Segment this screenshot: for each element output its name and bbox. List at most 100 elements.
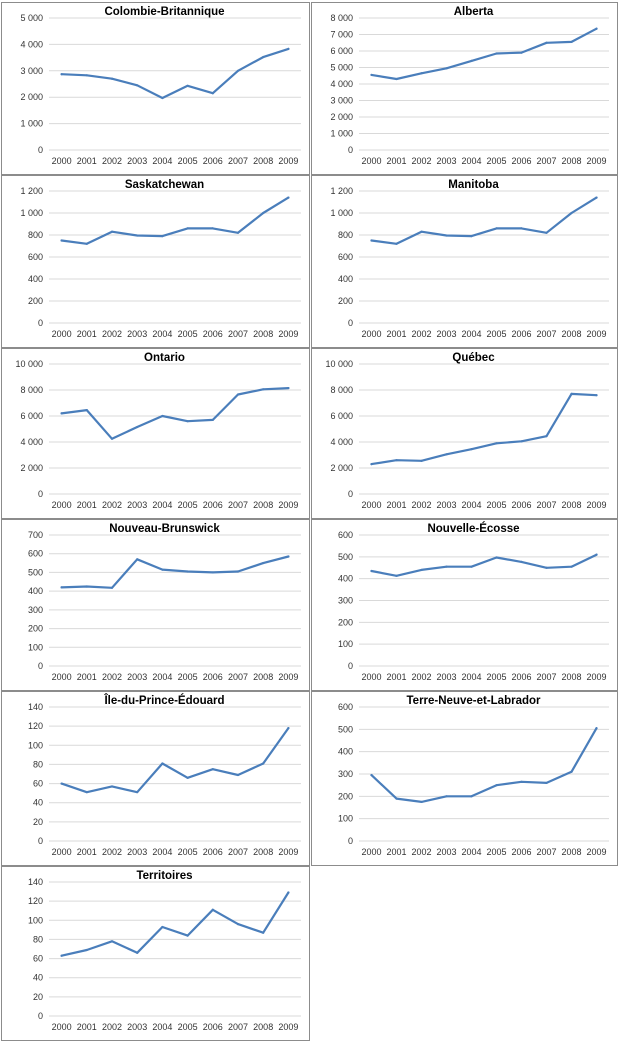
y-tick-label: 40 bbox=[33, 973, 43, 983]
data-point bbox=[287, 891, 290, 894]
chart-svg-nouveau-brunswick: Nouveau-Brunswick 0 100 200 300 400 500 600 700 2… bbox=[28, 523, 301, 682]
data-point bbox=[85, 409, 88, 412]
data-point bbox=[395, 77, 398, 81]
data-point bbox=[60, 954, 63, 957]
y-tick-label: 600 bbox=[28, 252, 43, 262]
x-tick-label: 2004 bbox=[461, 672, 481, 682]
y-tick-label: 10 000 bbox=[15, 359, 43, 369]
data-point bbox=[211, 418, 214, 421]
data-point bbox=[60, 586, 63, 589]
x-tick-label: 2006 bbox=[511, 156, 531, 166]
data-point bbox=[236, 570, 240, 573]
data-point bbox=[420, 568, 423, 572]
y-tick-label: 4 000 bbox=[20, 437, 43, 447]
x-tick-label: 2008 bbox=[561, 672, 581, 682]
x-tick-label: 2009 bbox=[278, 847, 298, 857]
x-tick-label: 2002 bbox=[102, 847, 122, 857]
data-point bbox=[85, 585, 88, 588]
data-point bbox=[262, 561, 265, 565]
data-point bbox=[60, 782, 63, 785]
data-point bbox=[136, 951, 139, 954]
data-point bbox=[570, 770, 573, 773]
data-point bbox=[570, 40, 573, 44]
x-tick-label: 2003 bbox=[436, 156, 456, 166]
y-tick-label: 80 bbox=[33, 934, 43, 944]
chart-title: Territoires bbox=[136, 870, 192, 882]
data-point bbox=[110, 586, 114, 589]
data-point bbox=[161, 235, 164, 238]
data-point bbox=[262, 931, 265, 934]
data-point bbox=[370, 73, 373, 77]
data-point bbox=[395, 574, 398, 577]
x-tick-label: 2002 bbox=[411, 156, 431, 166]
y-tick-label: 120 bbox=[28, 896, 43, 906]
x-tick-label: 2001 bbox=[386, 672, 406, 682]
y-tick-label: 100 bbox=[28, 642, 43, 652]
x-tick-label: 2007 bbox=[536, 672, 556, 682]
y-tick-label: 1 000 bbox=[20, 208, 43, 218]
data-point bbox=[370, 463, 373, 466]
y-tick-label: 700 bbox=[28, 530, 43, 540]
x-tick-label: 2008 bbox=[253, 329, 273, 339]
chart-title: Nouvelle-Écosse bbox=[427, 522, 519, 535]
data-point bbox=[287, 47, 290, 50]
y-tick-label: 20 bbox=[33, 992, 43, 1002]
data-point bbox=[161, 925, 164, 929]
x-tick-label: 2000 bbox=[52, 672, 72, 682]
y-tick-label: 6 000 bbox=[20, 411, 43, 421]
x-tick-label: 2005 bbox=[486, 329, 506, 339]
x-tick-label: 2008 bbox=[561, 847, 581, 857]
data-point bbox=[445, 795, 448, 798]
y-tick-label: 0 bbox=[38, 836, 43, 846]
x-tick-label: 2008 bbox=[253, 500, 273, 510]
chart-svg-nouvelle-ecosse: Nouvelle-Écosse 0 100 200 300 400 500 600 2000 20… bbox=[338, 522, 609, 682]
data-point bbox=[545, 41, 548, 44]
chart-svg-ontario: Ontario 0 2 000 4 000 6 000 8 000 10 000 2000 20… bbox=[15, 352, 301, 510]
data-point bbox=[545, 435, 548, 438]
x-tick-label: 2002 bbox=[102, 329, 122, 339]
x-tick-label: 2004 bbox=[152, 329, 172, 339]
x-tick-label: 2007 bbox=[228, 672, 248, 682]
x-tick-label: 2008 bbox=[561, 156, 581, 166]
data-point bbox=[236, 231, 240, 234]
data-point bbox=[110, 437, 114, 440]
x-tick-label: 2006 bbox=[203, 156, 223, 166]
x-tick-label: 2001 bbox=[77, 847, 97, 857]
data-point bbox=[470, 795, 473, 798]
x-tick-label: 2004 bbox=[461, 847, 481, 857]
x-tick-label: 2004 bbox=[152, 847, 172, 857]
data-point bbox=[161, 762, 164, 765]
x-tick-label: 2003 bbox=[436, 672, 456, 682]
x-tick-label: 2006 bbox=[511, 672, 531, 682]
y-tick-label: 400 bbox=[28, 274, 43, 284]
data-point bbox=[136, 84, 139, 87]
x-tick-label: 2000 bbox=[52, 847, 72, 857]
data-point bbox=[570, 392, 573, 395]
y-tick-label: 500 bbox=[338, 724, 353, 734]
x-tick-label: 2001 bbox=[386, 847, 406, 857]
y-tick-label: 100 bbox=[338, 639, 353, 649]
y-tick-label: 0 bbox=[38, 489, 43, 499]
x-tick-label: 2004 bbox=[152, 1022, 172, 1032]
series-line bbox=[60, 47, 290, 100]
data-point bbox=[495, 227, 498, 230]
y-tick-label: 0 bbox=[348, 318, 353, 328]
x-tick-label: 2008 bbox=[561, 500, 581, 510]
x-tick-label: 2005 bbox=[486, 500, 506, 510]
data-point bbox=[110, 940, 114, 943]
x-tick-label: 2003 bbox=[127, 156, 147, 166]
y-tick-label: 100 bbox=[28, 740, 43, 750]
data-point bbox=[420, 230, 423, 233]
chart-panel-ile-du-prince-edouard: Île-du-Prince-Édouard 0 20 40 60 80 100 120 140 2… bbox=[1, 691, 310, 866]
data-point bbox=[495, 784, 498, 787]
data-point bbox=[136, 558, 139, 561]
series-line bbox=[60, 386, 290, 440]
y-tick-label: 120 bbox=[28, 721, 43, 731]
x-tick-label: 2005 bbox=[486, 672, 506, 682]
data-point bbox=[236, 393, 240, 396]
x-tick-label: 2002 bbox=[411, 672, 431, 682]
data-point bbox=[161, 414, 164, 418]
chart-panel-quebec: Québec 0 2 000 4 000 6 000 8 000 10 000 2000 200… bbox=[311, 348, 618, 519]
y-tick-label: 600 bbox=[28, 549, 43, 559]
